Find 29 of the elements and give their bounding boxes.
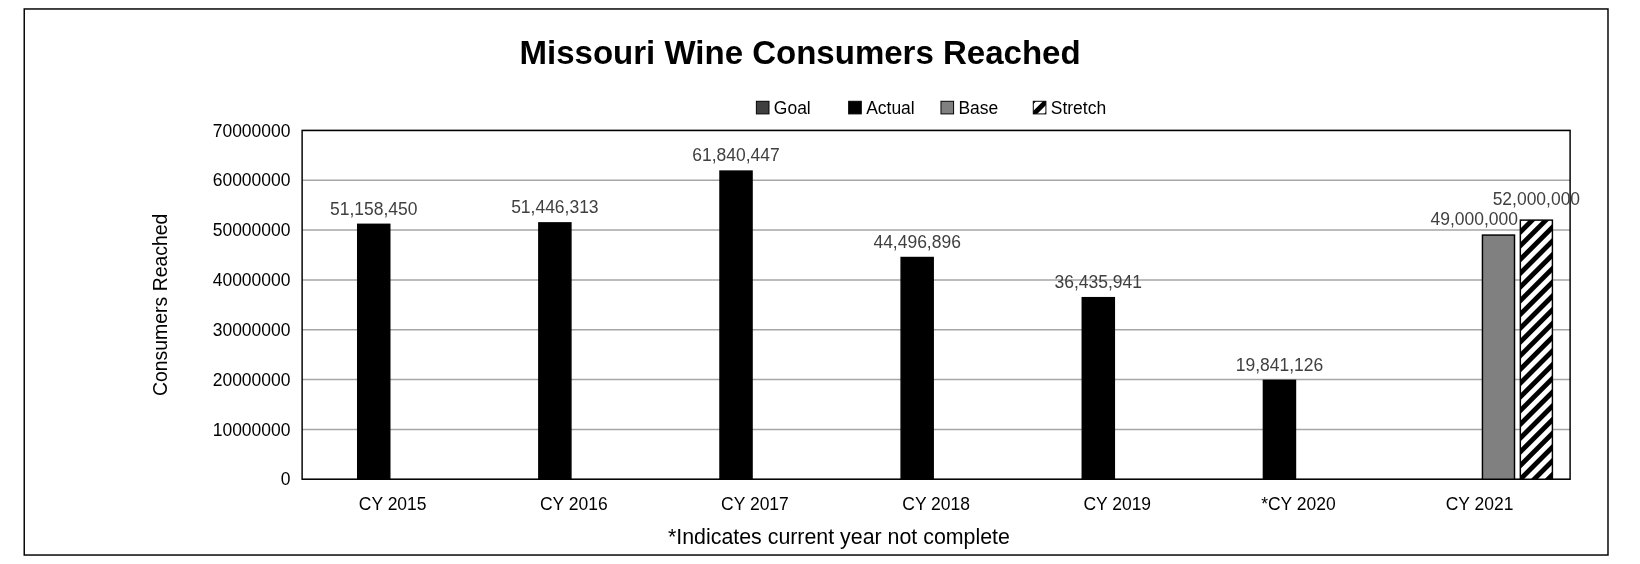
x-tick-label: CY 2019: [1083, 494, 1152, 515]
data-label: 19,841,126: [1235, 354, 1324, 375]
x-axis-title: *Indicates current year not complete: [667, 525, 1010, 550]
data-label: 44,496,896: [873, 231, 961, 252]
y-tick-label: 70000000: [212, 120, 291, 141]
x-tick-label: CY 2017: [721, 494, 789, 515]
legend-label: Actual: [866, 97, 915, 118]
data-label: 61,840,447: [692, 145, 780, 166]
x-tick-label: CY 2021: [1445, 494, 1514, 515]
data-label: 51,158,450: [330, 198, 418, 219]
x-tick-label: *CY 2020: [1261, 494, 1336, 515]
data-label: 36,435,941: [1054, 271, 1143, 292]
y-tick-label: 10000000: [212, 419, 291, 440]
y-tick-label: 20000000: [212, 369, 291, 390]
legend-label: Stretch: [1050, 97, 1107, 118]
chart-title: Missouri Wine Consumers Reached: [519, 34, 1081, 72]
legend-label: Goal: [773, 97, 811, 118]
y-tick-label: 40000000: [212, 270, 291, 291]
y-tick-label: 50000000: [212, 220, 291, 241]
y-tick-label: 0: [280, 469, 291, 490]
y-tick-label: 60000000: [212, 170, 291, 191]
x-tick-label: CY 2016: [539, 494, 608, 515]
x-tick-label: CY 2015: [358, 494, 427, 515]
y-axis-title: Consumers Reached: [149, 213, 172, 397]
data-label: 51,446,313: [511, 197, 599, 218]
legend-label: Base: [958, 97, 999, 118]
x-tick-label: CY 2018: [902, 494, 970, 515]
data-label: 49,000,000: [1430, 209, 1519, 230]
y-tick-label: 30000000: [212, 319, 291, 340]
